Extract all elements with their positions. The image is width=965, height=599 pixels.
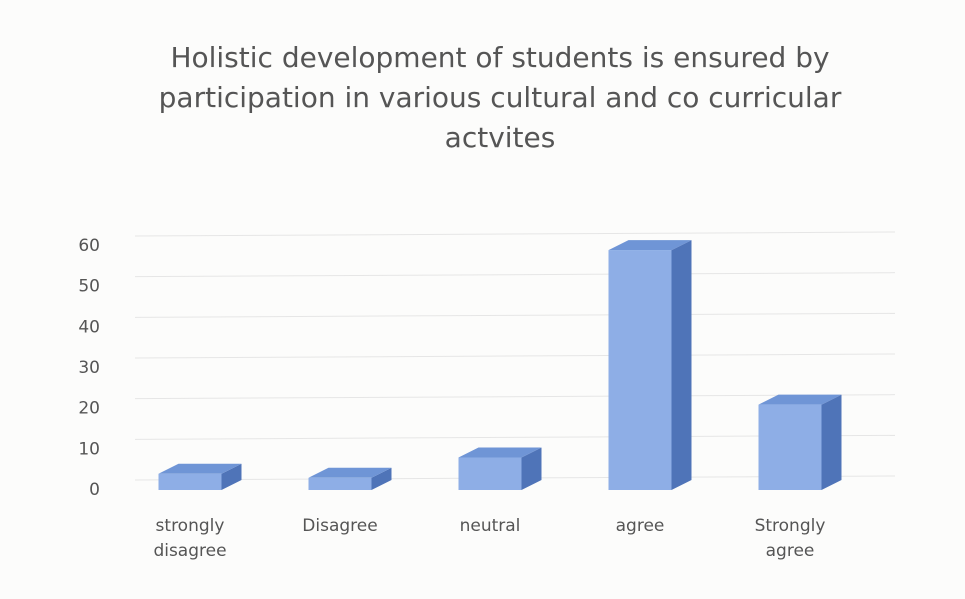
x-tick-label: Strongly agree [754,516,826,561]
bar-top [608,240,692,251]
bar-side [371,467,392,490]
bar-front [758,404,822,490]
x-tick-label: strongly disagree [153,516,227,561]
bar-top [758,394,842,405]
bar [458,447,542,490]
bar-front [158,473,222,490]
y-tick-label: 0 [89,480,100,500]
bar [158,463,242,490]
y-tick-label: 10 [78,439,100,459]
y-tick-label: 50 [78,277,100,297]
bar-front [458,457,522,490]
bar [308,467,392,490]
x-tick-label: Disagree [302,516,378,536]
bar-top [458,447,542,458]
bar-front [308,477,372,490]
bar-side [521,447,542,490]
x-tick-label: neutral [459,516,521,536]
x-tick-label: agree [615,516,665,536]
y-tick-label: 40 [78,317,100,337]
bar-top [158,463,242,474]
y-tick-label: 20 [78,399,100,419]
chart-title: Holistic development of students is ensu… [158,41,842,154]
grid-line [134,353,896,359]
bar-front [608,250,672,490]
grid-line [134,312,896,318]
bar-top [308,467,392,478]
bar [608,240,692,490]
bar-side [221,463,242,490]
grid-line [134,231,896,237]
bar-side [821,394,842,490]
y-tick-label: 30 [78,358,100,378]
y-tick-label: 60 [78,236,100,256]
grid-line [134,272,896,278]
bar-side [671,240,692,490]
grid-line [134,394,896,400]
bar [758,394,842,490]
